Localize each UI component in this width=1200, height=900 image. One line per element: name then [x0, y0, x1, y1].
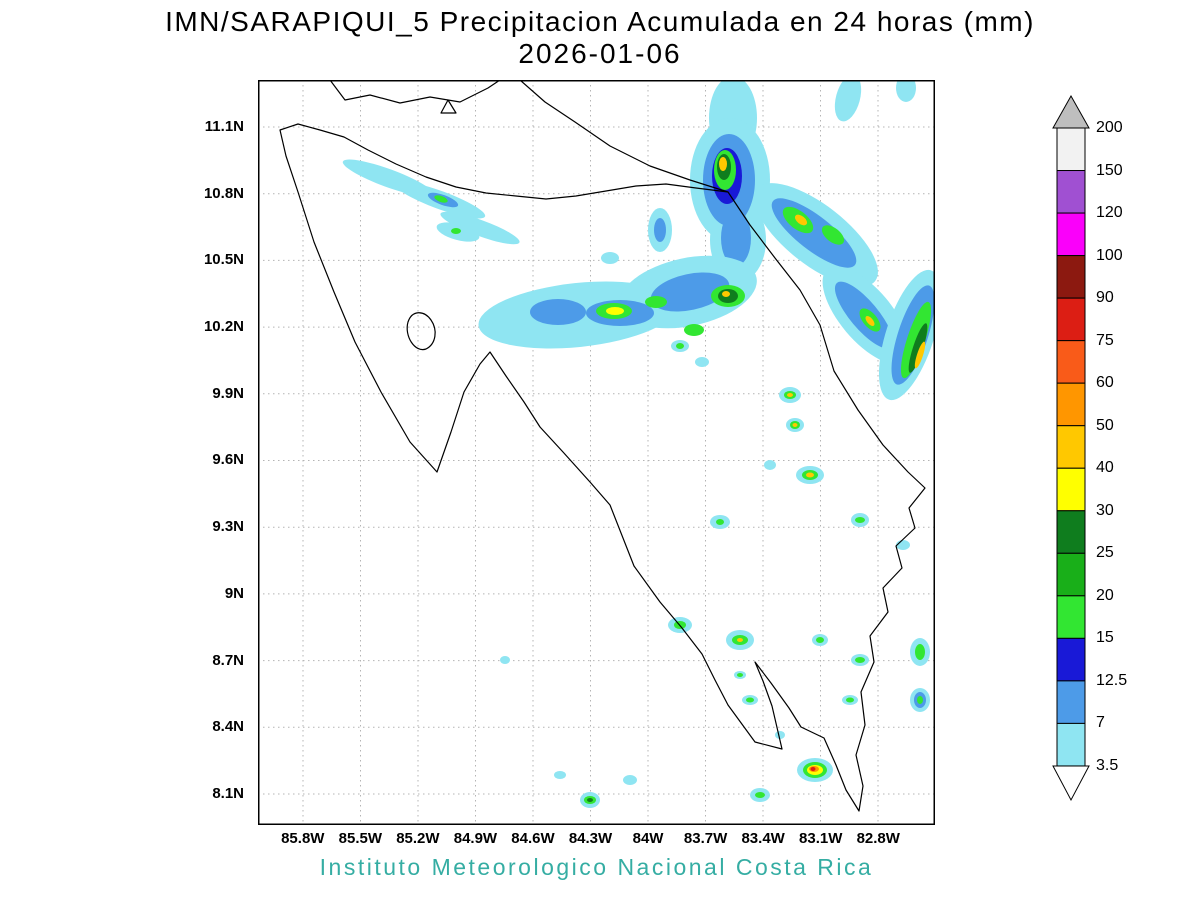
- lon-axis: 85.8W 85.5W 85.2W 84.9W 84.6W 84.3W 84W …: [274, 830, 907, 848]
- lat-tick-label: 11.1N: [204, 118, 244, 135]
- colorbar-tick-label: 15: [1096, 629, 1114, 647]
- lon-tick-label: 84.3W: [568, 830, 613, 847]
- lat-tick-label: 9N: [224, 584, 244, 602]
- lon-tick-label: 83.7W: [683, 830, 728, 847]
- colorbar-segment: [1056, 127, 1086, 172]
- lat-axis: 11.1N 10.8N 10.5N 10.2N 9.9N 9.6N 9.3N 9…: [172, 118, 250, 803]
- colorbar-tick-label: 25: [1096, 544, 1114, 562]
- lon-tick-label: 83.1W: [799, 830, 843, 847]
- colorbar-labels: 200 150 120 100 90 75 60 50 40 30 25 20 …: [1096, 119, 1127, 775]
- precipitation-shading: [342, 80, 935, 808]
- lat-tick-label: 10.2N: [203, 318, 244, 336]
- lat-tick-label: 8.1N: [212, 784, 244, 802]
- lat-tick-label: 9.9N: [212, 384, 244, 402]
- colorbar-segment: [1056, 340, 1086, 384]
- page-subtitle: 2026-01-06: [518, 38, 682, 69]
- footer-credit: Instituto Meteorologico Nacional Costa R…: [319, 854, 874, 880]
- colorbar-segment: [1056, 425, 1086, 469]
- colorbar-tick-label: 40: [1096, 459, 1114, 477]
- colorbar-segment: [1056, 680, 1086, 724]
- lon-tick-label: 85.2W: [396, 830, 440, 847]
- colorbar-tick-label: 7: [1096, 714, 1105, 732]
- colorbar-tick-label: 200: [1096, 119, 1123, 136]
- colorbar-segment: [1056, 170, 1086, 214]
- colorbar-tick-label: 120: [1096, 204, 1123, 222]
- colorbar-tick-label: 50: [1096, 416, 1114, 434]
- colorbar-segment: [1056, 212, 1086, 257]
- lon-tick-label: 83.4W: [741, 830, 785, 847]
- page-title: IMN/SARAPIQUI_5 Precipitacion Acumulada …: [165, 6, 1035, 37]
- colorbar-segment: [1056, 255, 1086, 299]
- costa-rica-coastline: [279, 80, 926, 812]
- colorbar-arrow-down: [1052, 765, 1090, 802]
- colorbar-segment: [1056, 510, 1086, 554]
- lat-tick-label: 8.4N: [212, 718, 244, 736]
- colorbar-tick-label: 150: [1096, 161, 1123, 179]
- estuary-outline: [406, 312, 436, 351]
- colorbar-tick-label: 90: [1096, 289, 1114, 307]
- colorbar-tick-label: 12.5: [1096, 671, 1128, 689]
- island-outline: [440, 99, 457, 114]
- colorbar-tick-label: 3.5: [1096, 756, 1119, 774]
- map-canvas: [258, 80, 935, 825]
- colorbar-segment: [1056, 297, 1086, 342]
- lon-tick-label: 84.6W: [511, 830, 555, 847]
- colorbar-segment: [1056, 552, 1086, 597]
- lat-tick-label: 9.3N: [212, 518, 244, 536]
- lon-tick-label: 85.5W: [338, 830, 382, 847]
- lat-tick-label: 10.5N: [203, 251, 244, 269]
- colorbar-segment: [1056, 595, 1086, 639]
- lon-tick-label: 82.8W: [856, 830, 900, 847]
- colorbar-tick-label: 75: [1096, 331, 1114, 349]
- colorbar-segment: [1056, 722, 1086, 767]
- nicaragua-lake-shoreline: [329, 80, 501, 104]
- lat-tick-label: 10.8N: [203, 184, 244, 202]
- lon-tick-label: 85.8W: [281, 830, 325, 847]
- colorbar-segment: [1056, 382, 1086, 427]
- grid-lines: [258, 80, 935, 825]
- colorbar-arrow-up: [1052, 95, 1090, 129]
- colorbar: [1052, 95, 1090, 802]
- colorbar-tick-label: 20: [1096, 586, 1114, 604]
- lon-tick-label: 84.9W: [453, 830, 498, 847]
- colorbar-segment: [1056, 467, 1086, 512]
- colorbar-segment: [1056, 637, 1086, 682]
- colorbar-tick-label: 100: [1096, 246, 1123, 264]
- lon-tick-label: 84W: [632, 830, 664, 847]
- colorbar-tick-label: 30: [1096, 501, 1114, 519]
- map-frame: [258, 80, 935, 825]
- colorbar-tick-label: 60: [1096, 374, 1114, 392]
- lat-tick-label: 8.7N: [212, 651, 244, 669]
- lat-tick-label: 9.6N: [212, 451, 244, 469]
